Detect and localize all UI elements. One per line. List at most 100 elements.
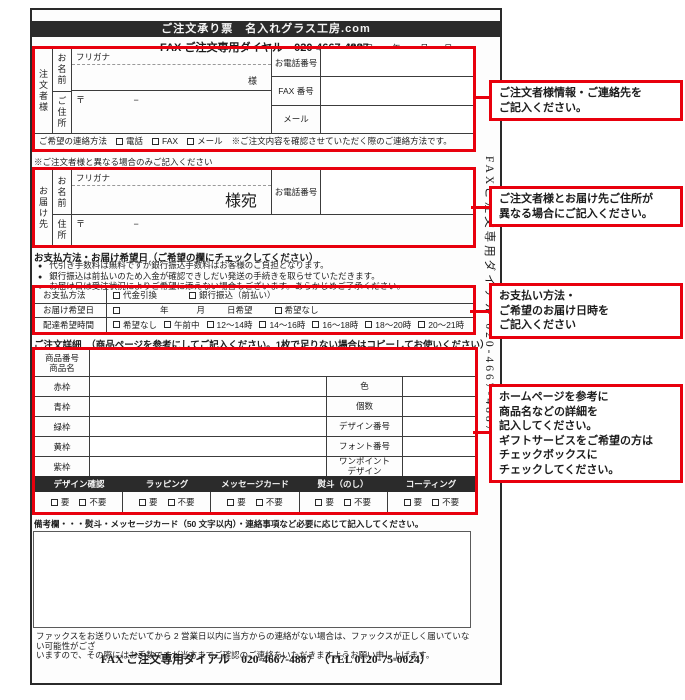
orderer-address-field[interactable]: 〒 − [72,91,271,133]
onepoint-line1: ワンポイント [338,456,390,466]
gift-option-wrapping: ラッピング [145,479,189,489]
recipient-phone-field[interactable] [321,170,473,214]
callout-connector-3 [470,310,490,313]
purple-frame-field[interactable] [90,457,326,476]
checkbox-design-check-no[interactable] [79,498,87,506]
checkbox-bank-transfer[interactable] [189,291,197,299]
gift-option-noshi: 熨斗（のし） [317,479,369,489]
callout-line: ご希望のお届け日時を [499,304,609,317]
callout-line: 記入してください。 [499,420,598,432]
orderer-fax-label: FAX 番号 [272,76,320,104]
time-option: 12〜14時 [216,319,253,330]
checkbox-cod[interactable] [113,291,120,299]
orderer-mail-field[interactable] [321,104,473,133]
contact-method-note: ※ご注文内容を確認させていただく際のご連絡方法です。 [231,136,452,146]
no-date-preference-label: 希望なし [284,305,319,316]
yes-label: 要 [149,497,158,507]
frame-label-blue: 青枠 [35,397,90,416]
checkbox-time-none[interactable] [113,321,120,329]
quantity-field[interactable] [403,397,475,416]
checkbox-coating-yes[interactable] [403,498,411,506]
payment-method-label: お支払方法 [35,288,107,303]
color-field[interactable] [403,377,475,396]
checkbox-noshi-yes[interactable] [315,498,323,506]
recipient-furigana-field[interactable]: フリガナ [72,170,271,186]
payment-option-bank: 銀行振込（前払い） [199,290,276,301]
orderer-phone-field[interactable] [321,49,473,77]
checkbox-delivery-date[interactable] [113,306,120,314]
footer-phone-line: FAX ご注文専用ダイアル 020-4667-4887 （TEL 0120-75… [100,654,432,666]
callout-line: ホームページを参考に [499,391,609,403]
checkbox-no-date-preference[interactable] [274,306,282,314]
time-option: 18〜20時 [375,319,412,330]
checkbox-time-20-21[interactable] [418,321,426,329]
design-number-label: デザイン番号 [326,417,403,436]
time-option: 20〜21時 [428,319,465,330]
gift-options-header: デザイン確認 ラッピング メッセージカード 熨斗（のし） コーティング [35,476,475,492]
recipient-section: お届け先 お名前 フリガナ 様宛 お電話番号 住所 〒 [32,167,476,248]
callout-payment-delivery: お支払い方法・ ご希望のお届け日時を ご記入ください [489,283,683,339]
footer-note-line1: ファックスをお送りいただいてから 2 営業日以内に当方からの連絡がない場合は、フ… [36,631,470,651]
orderer-furigana-field[interactable]: フリガナ [72,49,271,65]
recipient-note: ※ご注文者様と異なる場合のみご記入ください [34,157,213,167]
orderer-phone-label: お電話番号 [274,57,318,68]
red-frame-field[interactable] [90,377,326,396]
checkbox-message-card-yes[interactable] [227,498,235,506]
quantity-label: 個数 [326,397,403,416]
recipient-phone-label: お電話番号 [274,187,318,197]
remarks-label: 備考欄・・・熨斗・メッセージカード（50 文字以内）・連絡事項など必要に応じて記… [34,519,424,529]
orderer-name-field[interactable]: 様 [72,65,271,91]
callout-line: ご記入ください [499,319,576,331]
green-frame-field[interactable] [90,417,326,436]
checkbox-time-18-20[interactable] [365,321,373,329]
delivery-date-label: お届け希望日 [35,303,107,318]
callout-line: ご記入ください。 [499,101,587,114]
yes-label: 要 [60,497,70,507]
time-option: 16〜18時 [322,319,359,330]
checkbox-contact-fax[interactable] [152,137,160,145]
postal-dash: − [133,219,139,229]
yellow-frame-field[interactable] [90,437,326,456]
onepoint-line2: デザイン [347,465,382,476]
orderer-section: 注文者様 お名前 ご住所 フリガナ 様 〒 − お電話番号 [32,46,476,152]
design-number-field[interactable] [403,417,475,436]
time-option: 午前中 [174,319,200,330]
checkbox-wrapping-yes[interactable] [139,498,147,506]
checkbox-time-am[interactable] [164,321,172,329]
callout-line: チェックボックスに [499,449,598,461]
product-name-label: 商品名 [49,363,75,373]
callout-line: 商品名などの詳細を [499,405,598,418]
onepoint-design-field[interactable] [403,457,475,476]
remarks-field[interactable] [33,531,471,628]
checkbox-contact-mail[interactable] [187,137,195,145]
checkbox-contact-phone[interactable] [116,137,124,145]
delivery-month-label: 月 [196,305,206,316]
postal-mark: 〒 [76,95,86,105]
checkbox-noshi-no[interactable] [343,498,351,506]
gift-option-message-card: メッセージカード [221,479,289,489]
payment-option-cod: 代金引換 [123,290,158,301]
checkbox-time-12-14[interactable] [206,321,214,329]
time-option: 14〜16時 [269,319,306,330]
blue-frame-field[interactable] [90,397,326,416]
checkbox-message-card-no[interactable] [255,498,263,506]
orderer-fax-field[interactable] [321,76,473,105]
font-number-field[interactable] [403,437,475,456]
callout-connector-4 [473,431,490,434]
recipient-address-field[interactable]: 〒 − [72,215,473,245]
checkbox-coating-no[interactable] [432,498,440,506]
contact-option-fax: FAX [162,136,179,146]
checkbox-wrapping-no[interactable] [167,498,175,506]
contact-option-phone: 電話 [126,136,144,146]
checkbox-time-14-16[interactable] [259,321,267,329]
product-no-label: 商品番号 [44,353,79,363]
checkbox-time-16-18[interactable] [312,321,320,329]
no-label: 不要 [353,497,371,507]
recipient-name-field[interactable]: 様宛 [72,186,271,214]
footer-note-line2: いますので、その際にはお手数ですが当方までご確認のご連絡をいただきますようお願い… [36,650,435,660]
recipient-honorific: 様宛 [224,193,257,210]
product-name-field[interactable] [90,350,475,376]
checkbox-design-check-yes[interactable] [50,498,58,506]
delivery-day-label: 日希望 [227,305,253,316]
